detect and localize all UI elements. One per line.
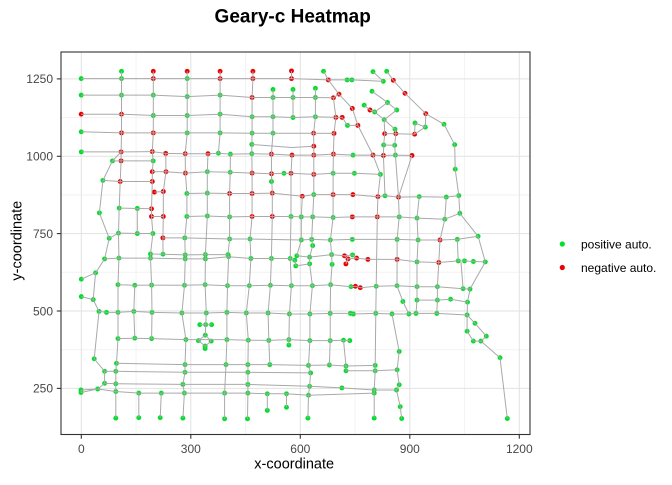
svg-text:600: 600	[290, 442, 310, 456]
svg-text:500: 500	[33, 304, 53, 318]
svg-text:Geary-c Heatmap: Geary-c Heatmap	[215, 7, 371, 28]
svg-text:750: 750	[33, 227, 53, 241]
svg-text:negative auto.: negative auto.	[581, 261, 656, 275]
svg-text:x-coordinate: x-coordinate	[254, 456, 334, 472]
svg-text:y-coordinate: y-coordinate	[10, 201, 26, 281]
svg-text:250: 250	[33, 382, 53, 396]
svg-text:300: 300	[181, 442, 201, 456]
svg-text:0: 0	[78, 442, 85, 456]
svg-text:1000: 1000	[26, 150, 53, 164]
svg-text:1250: 1250	[26, 72, 53, 86]
svg-text:900: 900	[400, 442, 420, 456]
svg-text:1200: 1200	[506, 442, 533, 456]
svg-text:positive auto.: positive auto.	[581, 237, 652, 251]
